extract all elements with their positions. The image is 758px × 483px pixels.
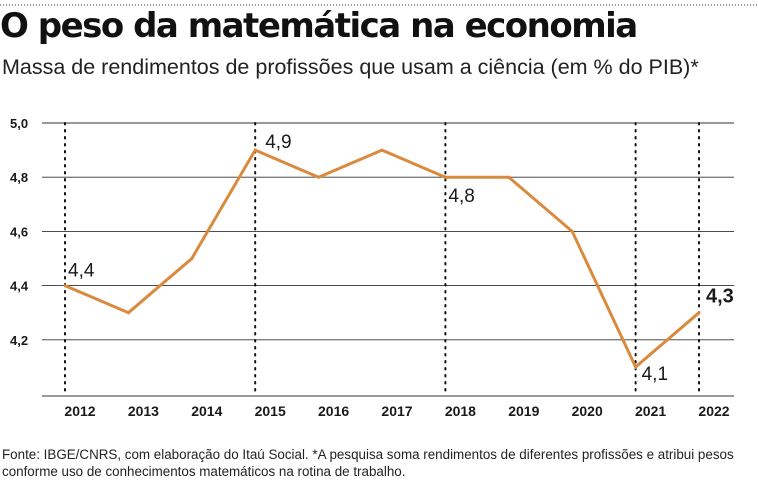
- x-tick-label: 2017: [381, 403, 412, 419]
- source-note: Fonte: IBGE/CNRS, com elaboração do Itaú…: [2, 447, 734, 479]
- x-tick-label: 2020: [572, 403, 603, 419]
- data-point: [126, 311, 130, 315]
- x-tick-label: 2013: [128, 403, 159, 419]
- x-tick-label: 2018: [445, 403, 476, 419]
- y-tick-label: 4,4: [10, 279, 29, 294]
- x-tick-label: 2012: [64, 403, 95, 419]
- series-line: [64, 148, 700, 370]
- data-point: [253, 148, 257, 152]
- data-point: [570, 229, 574, 233]
- top-rule: [0, 4, 758, 6]
- chart-title: O peso da matemática na economia: [0, 6, 638, 46]
- data-label: 4,4: [68, 261, 95, 282]
- y-tick-label: 4,8: [10, 170, 28, 185]
- y-tick-label: 5,0: [10, 116, 28, 131]
- series-line-group: [63, 148, 701, 370]
- data-labels: 4,4 4,9 4,8 4,1 4,3: [68, 132, 734, 385]
- x-tick-label: 2022: [698, 403, 729, 419]
- data-point: [443, 175, 447, 179]
- x-axis-ticks: 2012 2013 2014 2015 2016 2017 2018 2019 2020 2021…: [64, 403, 729, 419]
- data-point: [63, 284, 67, 288]
- data-label: 4,3: [706, 286, 734, 308]
- x-tick-label: 2021: [635, 403, 666, 419]
- x-tick-label: 2019: [508, 403, 539, 419]
- chart-subtitle: Massa de rendimentos de profissões que u…: [2, 55, 699, 79]
- x-tick-label: 2015: [255, 403, 286, 419]
- data-point: [507, 175, 511, 179]
- x-tick-label: 2016: [318, 403, 349, 419]
- data-point: [380, 148, 384, 152]
- line-chart: 4,2 4,4 4,6 4,8 5,0 2012 2013 2014 2015 2016 2017…: [10, 116, 734, 419]
- y-axis-ticks: 4,2 4,4 4,6 4,8 5,0: [10, 116, 29, 348]
- data-point: [634, 365, 638, 369]
- data-point: [190, 257, 194, 260]
- data-point: [697, 311, 701, 315]
- data-point: [317, 175, 321, 179]
- y-tick-label: 4,6: [10, 224, 28, 239]
- x-tick-label: 2014: [191, 403, 222, 419]
- year-markers: [64, 122, 700, 395]
- data-label: 4,9: [265, 132, 291, 153]
- y-tick-label: 4,2: [10, 333, 28, 348]
- gridlines: [42, 122, 734, 397]
- data-label: 4,8: [448, 186, 474, 207]
- data-label: 4,1: [642, 364, 668, 385]
